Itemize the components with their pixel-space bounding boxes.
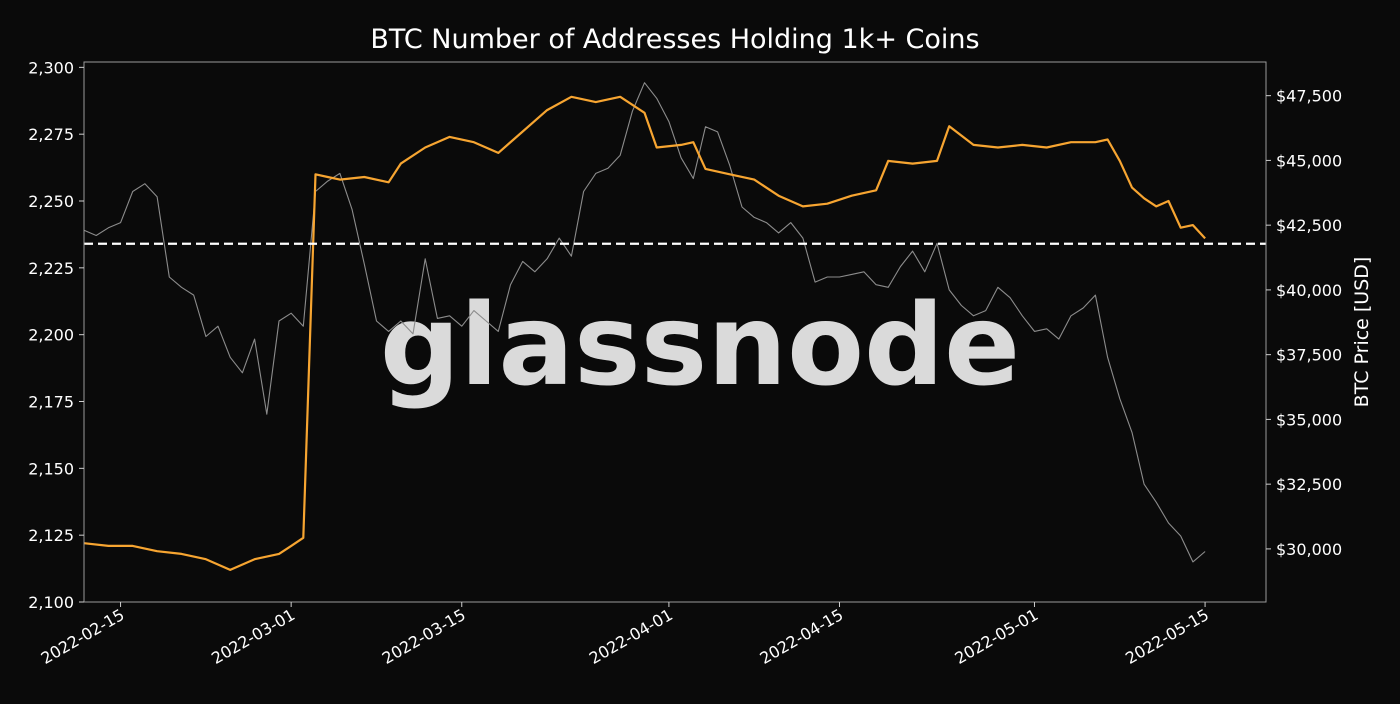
x-tick-label: 2022-03-15 — [379, 605, 469, 668]
y-left-tick-label: 2,250 — [28, 192, 74, 211]
x-tick-label: 2022-05-15 — [1122, 605, 1212, 668]
y-left-tick-label: 2,175 — [28, 393, 74, 412]
y-left-tick-label: 2,125 — [28, 526, 74, 545]
y-right-tick-label: $37,500 — [1276, 346, 1342, 365]
y-left-tick-label: 2,225 — [28, 259, 74, 278]
y-right-tick-label: $35,000 — [1276, 410, 1342, 429]
y-left-tick-label: 2,150 — [28, 459, 74, 478]
y-right-tick-label: $40,000 — [1276, 281, 1342, 300]
x-tick-label: 2022-03-01 — [208, 605, 298, 668]
y-right-tick-label: $45,000 — [1276, 151, 1342, 170]
x-tick-label: 2022-04-15 — [756, 605, 846, 668]
plot-frame — [83, 61, 1267, 603]
y-right-tick-label: $42,500 — [1276, 216, 1342, 235]
series-layer — [83, 82, 1266, 571]
y-left-tick-label: 2,275 — [28, 125, 74, 144]
axes-layer: 2,100 2,125 2,150 2,175 2,200 2,225 2,250 2,275… — [28, 58, 1342, 668]
y-right-tick-label: $30,000 — [1276, 540, 1342, 559]
x-tick-label: 2022-02-15 — [38, 605, 128, 668]
y-left-tick-label: 2,100 — [28, 593, 74, 612]
addresses-series-line — [83, 95, 1206, 571]
y-axis-right-label: BTC Price [USD] — [1351, 257, 1373, 408]
y-left-tick-label: 2,200 — [28, 326, 74, 345]
y-right-tick-label: $47,500 — [1276, 87, 1342, 106]
y-left-tick-label: 2,300 — [28, 58, 74, 77]
y-right-tick-label: $32,500 — [1276, 475, 1342, 494]
x-tick-label: 2022-05-01 — [951, 605, 1041, 668]
x-tick-label: 2022-04-01 — [586, 605, 676, 668]
chart-title: BTC Number of Addresses Holding 1k+ Coin… — [370, 24, 979, 55]
watermark-logo: glassnode — [380, 281, 1020, 411]
btc-price-series-line — [83, 82, 1206, 563]
